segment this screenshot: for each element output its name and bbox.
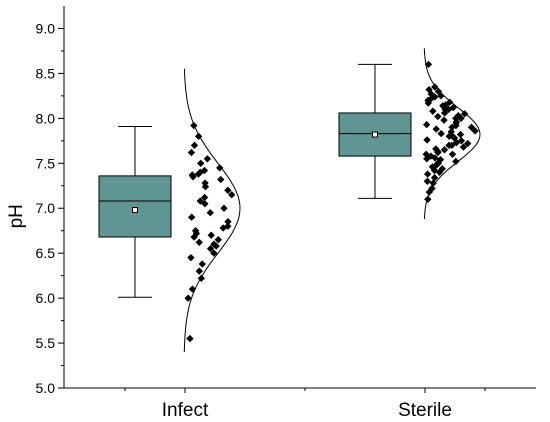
- data-point: [220, 204, 228, 212]
- distribution-curve: [183, 68, 241, 353]
- data-point: [423, 170, 432, 178]
- data-point: [429, 107, 437, 115]
- mean-marker: [372, 131, 378, 138]
- data-point: [429, 179, 437, 187]
- data-point: [188, 285, 197, 293]
- data-point: [200, 166, 209, 175]
- data-point: [424, 195, 432, 203]
- series-sterile: [338, 48, 481, 220]
- y-tick-label: 6.0: [36, 290, 56, 306]
- data-point: [201, 179, 209, 187]
- data-point: [434, 112, 442, 121]
- y-tick-label: 5.0: [36, 380, 56, 396]
- data-point: [422, 150, 430, 158]
- y-axis-label: pH: [6, 204, 27, 228]
- data-point: [224, 222, 232, 230]
- data-point: [207, 231, 215, 239]
- data-point: [448, 150, 457, 158]
- data-point: [440, 116, 448, 124]
- data-point: [422, 120, 431, 129]
- data-point: [198, 260, 206, 268]
- data-point: [467, 123, 476, 131]
- mean-marker: [132, 207, 138, 214]
- y-tick-label: 8.5: [36, 65, 56, 81]
- data-point: [430, 174, 439, 182]
- data-point: [195, 238, 203, 247]
- data-point: [206, 209, 214, 217]
- x-tick-label-sterile: Sterile: [398, 400, 452, 421]
- data-point: [445, 98, 454, 106]
- y-tick-label: 7.5: [36, 155, 56, 171]
- data-point: [452, 157, 460, 166]
- data-point: [423, 177, 431, 185]
- data-point: [224, 186, 232, 194]
- data-point: [196, 197, 204, 205]
- data-point: [431, 83, 439, 91]
- data-point: [228, 191, 236, 199]
- data-point: [217, 175, 225, 184]
- data-point: [456, 130, 465, 139]
- data-point: [190, 141, 199, 149]
- y-tick-label: 7.0: [36, 200, 56, 216]
- plot-area: [98, 48, 481, 353]
- data-point: [436, 156, 445, 164]
- data-point: [187, 254, 195, 262]
- data-point: [194, 132, 203, 141]
- axes: 5.0 5.5 6.0 6.5 7.0 7.5 8.0 8.5 9.0 Infect Sterile: [36, 6, 536, 421]
- data-point: [216, 164, 224, 172]
- data-point: [186, 334, 194, 343]
- y-tick-label: 9.0: [36, 20, 56, 36]
- x-tick-label-infect: Infect: [162, 400, 209, 421]
- iqr-box: [98, 175, 172, 238]
- data-point: [423, 136, 431, 144]
- data-point: [195, 267, 203, 275]
- data-point: [210, 249, 218, 257]
- labels: pH: [6, 204, 27, 228]
- data-point: [214, 236, 222, 244]
- data-point: [464, 139, 472, 148]
- data-point: [432, 125, 440, 133]
- data-point: [197, 159, 205, 168]
- data-point: [190, 121, 198, 130]
- y-tick-label: 8.0: [36, 110, 56, 126]
- data-point: [432, 145, 440, 153]
- y-tick-label: 5.5: [36, 335, 56, 351]
- data-point: [224, 218, 232, 226]
- data-point: [197, 274, 205, 283]
- data-point: [440, 146, 449, 154]
- data-point: [203, 155, 212, 163]
- data-point: [434, 87, 443, 96]
- data-point: [424, 60, 433, 69]
- series-infect: [98, 68, 241, 353]
- data-point: [437, 129, 445, 138]
- data-point: [187, 213, 196, 221]
- y-tick-label: 6.5: [36, 245, 56, 261]
- data-point: [200, 193, 209, 202]
- data-point: [187, 148, 196, 157]
